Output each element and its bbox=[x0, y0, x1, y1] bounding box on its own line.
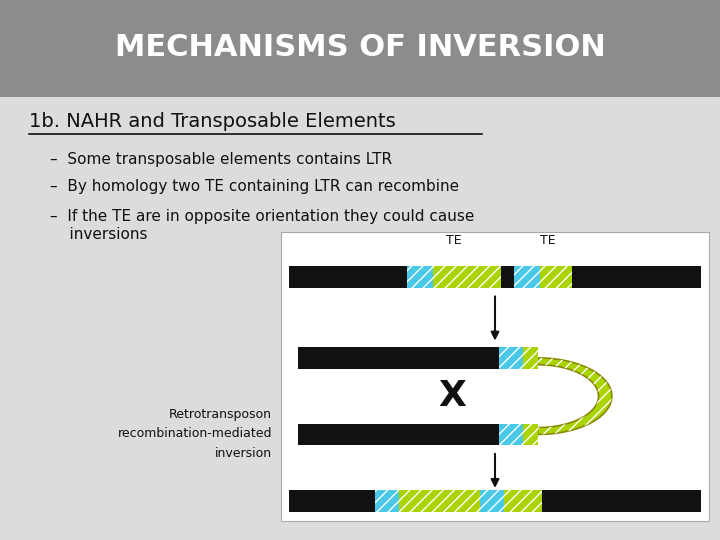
Text: recombination-mediated: recombination-mediated bbox=[118, 427, 272, 440]
FancyBboxPatch shape bbox=[0, 0, 720, 97]
FancyBboxPatch shape bbox=[523, 423, 538, 446]
FancyBboxPatch shape bbox=[433, 266, 501, 288]
Text: –  If the TE are in opposite orientation they could cause: – If the TE are in opposite orientation … bbox=[50, 208, 474, 224]
FancyBboxPatch shape bbox=[289, 266, 701, 288]
Text: –  Some transposable elements contains LTR: – Some transposable elements contains LT… bbox=[50, 152, 392, 167]
Text: inversion: inversion bbox=[215, 447, 272, 460]
FancyBboxPatch shape bbox=[408, 266, 433, 288]
FancyBboxPatch shape bbox=[540, 266, 572, 288]
Text: X: X bbox=[438, 379, 466, 413]
FancyBboxPatch shape bbox=[499, 423, 523, 446]
FancyBboxPatch shape bbox=[375, 490, 399, 512]
Polygon shape bbox=[538, 358, 612, 434]
Text: –  By homology two TE containing LTR can recombine: – By homology two TE containing LTR can … bbox=[50, 179, 459, 194]
FancyBboxPatch shape bbox=[399, 490, 480, 512]
FancyBboxPatch shape bbox=[281, 232, 709, 521]
FancyBboxPatch shape bbox=[523, 347, 538, 369]
FancyBboxPatch shape bbox=[298, 423, 538, 446]
FancyBboxPatch shape bbox=[499, 347, 523, 369]
FancyBboxPatch shape bbox=[289, 490, 701, 512]
Text: Retrotransposon: Retrotransposon bbox=[169, 408, 272, 421]
Text: TE: TE bbox=[540, 234, 555, 247]
FancyBboxPatch shape bbox=[298, 347, 538, 369]
FancyBboxPatch shape bbox=[480, 490, 503, 512]
FancyBboxPatch shape bbox=[503, 490, 542, 512]
Text: inversions: inversions bbox=[50, 227, 148, 242]
Text: 1b. NAHR and Transposable Elements: 1b. NAHR and Transposable Elements bbox=[29, 112, 395, 131]
FancyBboxPatch shape bbox=[514, 266, 540, 288]
Text: TE: TE bbox=[446, 234, 462, 247]
Text: MECHANISMS OF INVERSION: MECHANISMS OF INVERSION bbox=[114, 33, 606, 62]
